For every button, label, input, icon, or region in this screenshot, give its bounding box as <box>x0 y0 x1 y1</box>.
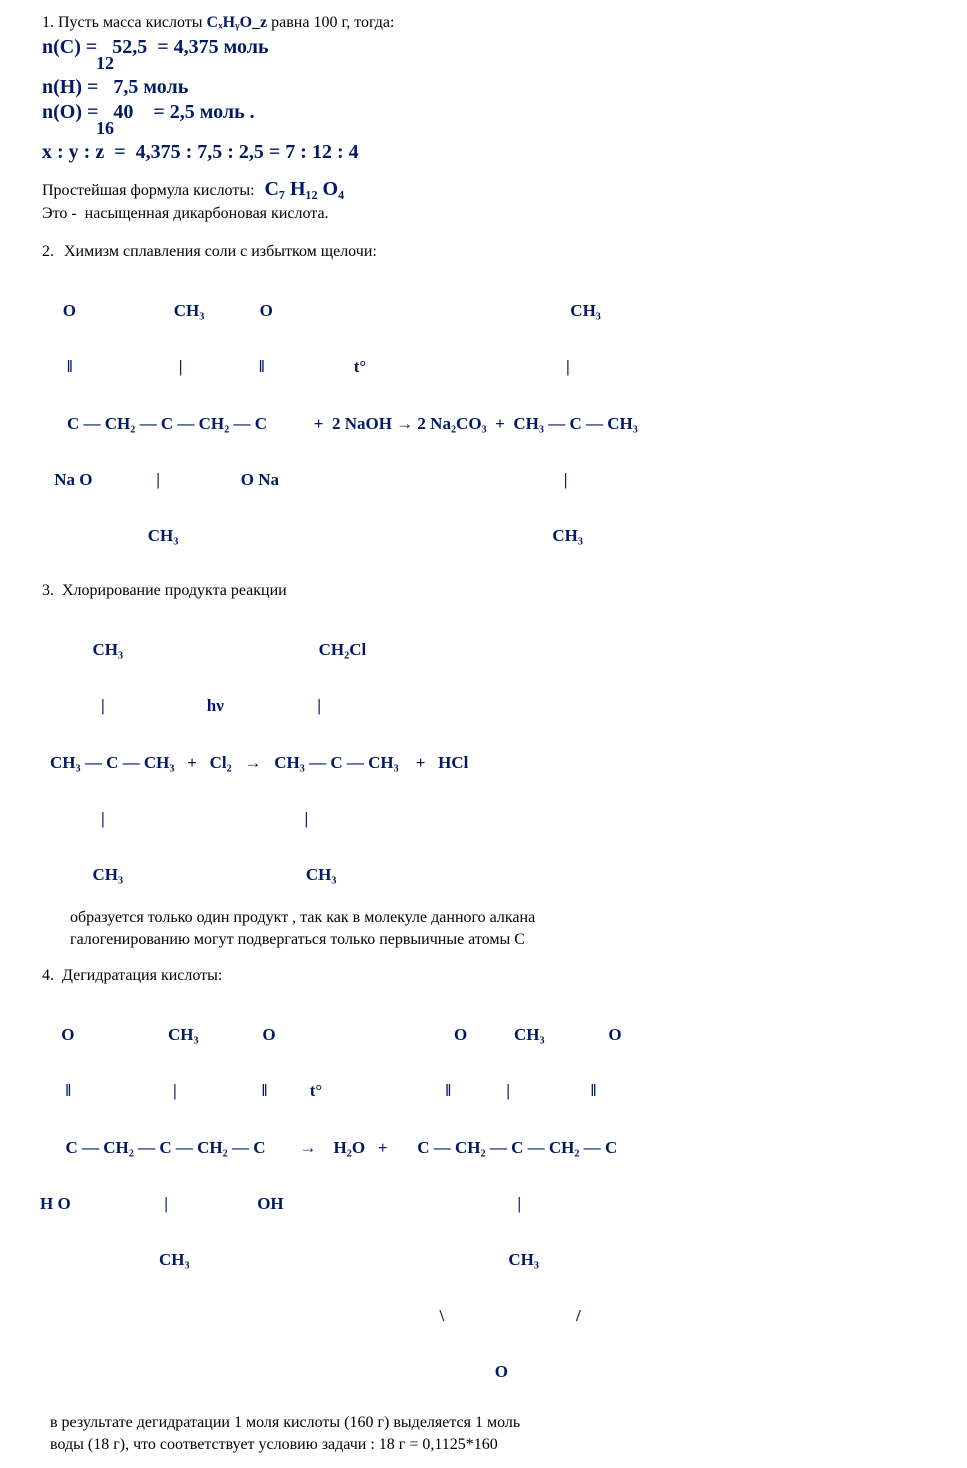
sec3-num: 3. <box>42 582 54 599</box>
sec2-title: Химизм сплавления соли с избытком щелочи… <box>64 243 377 260</box>
sec1-formula-hw: C₇ H₁₂ O₄ <box>265 178 345 201</box>
sec1-ratio: x : y : z = 4,375 : 7,5 : 2,5 = 7 : 12 :… <box>42 141 947 164</box>
sec4-eq1: O CH₃ O O CH₃ O <box>40 1026 947 1045</box>
sec1-acid-type: насыщенная дикарбоновая кислота. <box>85 205 329 222</box>
sec4-eq7: O <box>40 1363 947 1382</box>
sec1-num: 1. <box>42 14 54 31</box>
sec2-eq4: Na O | O Na | <box>50 471 947 490</box>
sec2-eq1: O CH₃ O CH₃ <box>50 302 947 321</box>
sec3-eq1: CH₃ CH₂Cl <box>50 641 947 660</box>
sec4-concl2: воды (18 г), что соответствует условию з… <box>50 1436 947 1454</box>
sec3-eq2: | hν | <box>50 697 947 716</box>
sec3-eq: CH₃ CH₂Cl | hν | CH₃ — C — CH₃ + Cl₂ → C… <box>50 604 947 903</box>
sec2-eq2: ‖ | ‖ t° | <box>50 358 947 377</box>
sec2-eq5: CH₃ CH₃ <box>50 527 947 546</box>
sec2-header: 2. Химизм сплавления соли с избытком щел… <box>42 243 947 261</box>
sec4-eq5: CH₃ CH₃ <box>40 1251 947 1270</box>
sec1-intro-cont: равна 100 г, тогда: <box>271 14 394 31</box>
sec4-eq2: ‖ | ‖ t° ‖ | ‖ <box>40 1082 947 1101</box>
sec3-note1: образуется только один продукт , так как… <box>70 909 947 927</box>
sec1-formula-label: Простейшая формула кислоты: <box>42 182 255 199</box>
sec1-cxhyoz: CₓHᵧO_z <box>207 14 268 32</box>
sec1-intro-text: Пусть масса кислоты <box>58 14 203 31</box>
sec3-eq4: | | <box>50 810 947 829</box>
sec3-eq3: CH₃ — C — CH₃ + Cl₂ → CH₃ — C — CH₃ + HC… <box>50 754 947 773</box>
sec1-eto-row: Это - насыщенная дикарбоновая кислота. <box>42 205 947 223</box>
sec1-intro: 1. Пусть масса кислоты CₓHᵧO_z равна 100… <box>42 14 947 32</box>
sec4-num: 4. <box>42 967 54 984</box>
sec3-eq5: CH₃ CH₃ <box>50 866 947 885</box>
sec4-eq4: H O | OH | <box>40 1195 947 1214</box>
sec1-nH: n(H) = 7,5 моль <box>42 76 947 99</box>
sec3-note2: галогенированию могут подвергаться тольк… <box>70 931 947 949</box>
sec2-eq3: C — CH₂ — C — CH₂ — C + 2 NaOH → 2 Na₂CO… <box>50 415 947 434</box>
sec1-formula-row: Простейшая формула кислоты: C₇ H₁₂ O₄ <box>42 178 947 201</box>
sec1-eto: Это - <box>42 205 77 222</box>
sec4-eq: O CH₃ O O CH₃ O ‖ | ‖ t° <box>40 989 947 1400</box>
sec3-title: Хлорирование продукта реакции <box>62 582 287 599</box>
sec3-header: 3. Хлорирование продукта реакции <box>42 582 947 600</box>
sec4-header: 4. Дегидратация кислоты: <box>42 967 947 985</box>
sec4-eq3: C — CH₂ — C — CH₂ — C → H₂O + C — CH₂ — … <box>40 1139 947 1158</box>
sec4-eq6: \ / <box>40 1307 947 1326</box>
sec2-eq: O CH₃ O CH₃ ‖ | ‖ t° <box>50 265 947 564</box>
sec4-title: Дегидратация кислоты: <box>62 967 222 984</box>
sec2-num: 2. <box>42 243 54 260</box>
sec4-concl1: в результате дегидратации 1 моля кислоты… <box>50 1414 947 1432</box>
